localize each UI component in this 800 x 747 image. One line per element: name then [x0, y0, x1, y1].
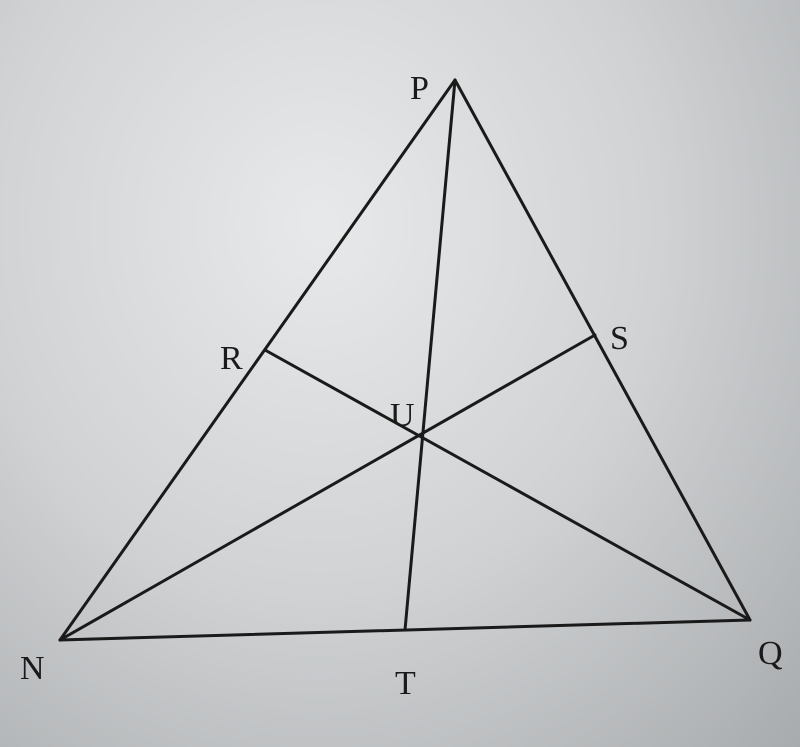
triangle-diagram — [0, 0, 800, 747]
label-s: S — [610, 320, 629, 358]
edge-p-n — [60, 80, 455, 640]
label-n: N — [20, 650, 45, 688]
label-q: Q — [758, 635, 783, 673]
label-u: U — [390, 397, 415, 435]
edge-p-t — [405, 80, 455, 630]
label-p: P — [410, 70, 429, 108]
label-t: T — [395, 665, 416, 703]
label-r: R — [220, 340, 243, 378]
